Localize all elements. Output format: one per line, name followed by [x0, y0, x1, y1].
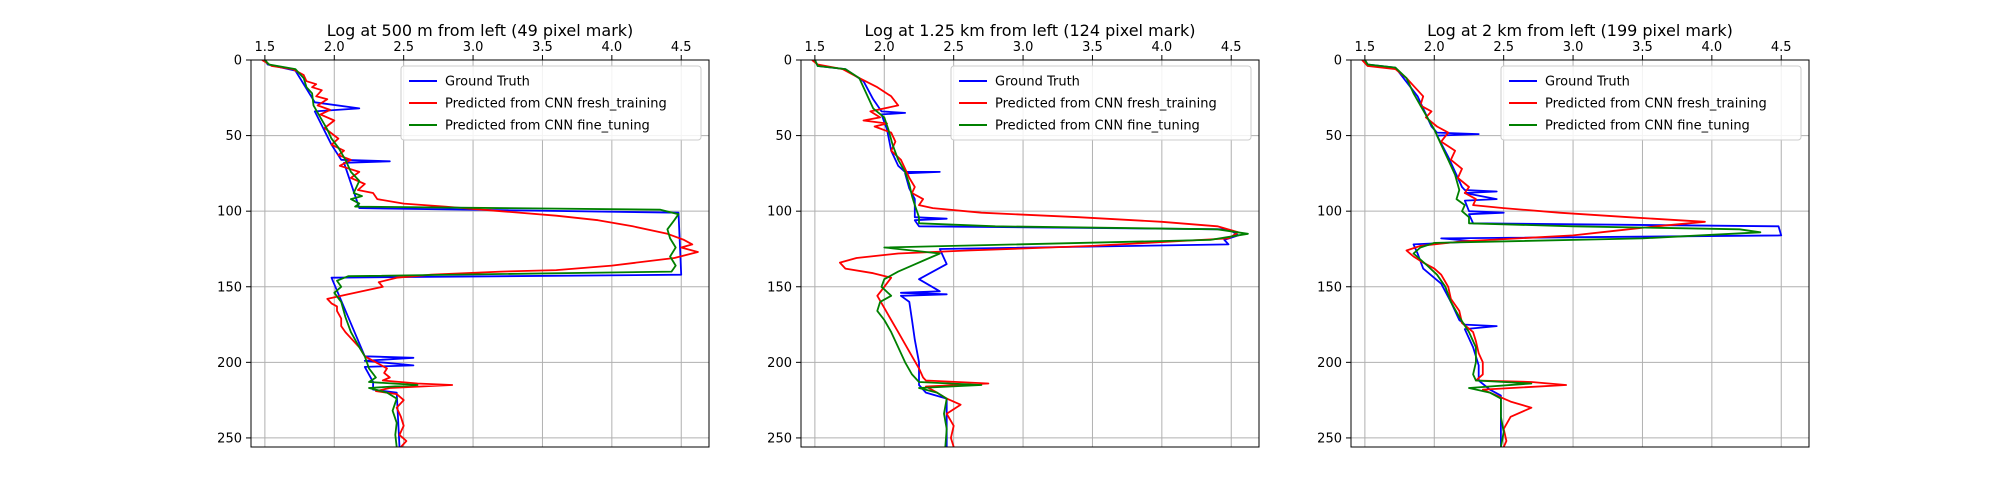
x-tick-label: 3.5 [1632, 40, 1653, 55]
x-tick-label: 4.0 [602, 40, 623, 55]
x-tick-label: 1.5 [1355, 40, 1376, 55]
chart-panel-3: Log at 2 km from left (199 pixel mark) 1.… [1317, 21, 1810, 448]
x-tick-label: 2.5 [393, 40, 414, 55]
y-tick-label: 0 [1334, 54, 1342, 69]
y-tick-label: 250 [1317, 431, 1342, 446]
axes-frame [1350, 59, 1810, 448]
series-group [261, 60, 699, 447]
x-tick-label: 4.5 [1771, 40, 1792, 55]
legend-label: Predicted from CNN fresh_training [1545, 97, 1767, 112]
x-tick-label: 2.0 [874, 40, 895, 55]
y-tick-label: 100 [217, 205, 242, 220]
series-line-ground-truth [264, 60, 683, 447]
y-tick-label: 150 [217, 280, 242, 295]
y-tick-label: 50 [1325, 129, 1342, 144]
x-tick-label: 2.0 [324, 40, 345, 55]
chart-panel-2: Log at 1.25 km from left (124 pixel mark… [767, 21, 1260, 448]
x-tick-label: 4.5 [1221, 40, 1242, 55]
x-tick-label: 3.0 [1563, 40, 1584, 55]
y-tick-label: 0 [234, 54, 242, 69]
y-tick-label: 150 [767, 280, 792, 295]
y-tick-label: 150 [1317, 280, 1342, 295]
series-line-predicted-from-cnn-fine-tuning [264, 60, 680, 447]
axes-frame [250, 59, 710, 448]
legend: Ground Truth Predicted from CNN fresh_tra… [1500, 65, 1802, 141]
series-line-predicted-from-cnn-fresh-training [261, 60, 699, 447]
legend-label: Predicted from CNN fine_tuning [995, 119, 1200, 134]
legend-label: Ground Truth [1545, 75, 1630, 90]
legend-label: Predicted from CNN fine_tuning [445, 119, 650, 134]
x-tick-label: 3.5 [532, 40, 553, 55]
y-tick-label: 200 [1317, 356, 1342, 371]
x-tick-label: 4.5 [671, 40, 692, 55]
chart-title: Log at 2 km from left (199 pixel mark) [1427, 21, 1733, 40]
x-tick-label: 1.5 [255, 40, 276, 55]
y-tick-label: 50 [225, 129, 242, 144]
legend-label: Ground Truth [445, 75, 530, 90]
chart-title: Log at 1.25 km from left (124 pixel mark… [864, 21, 1195, 40]
series-group [811, 60, 1249, 447]
legend-frame [400, 65, 702, 141]
y-tick-label: 250 [767, 431, 792, 446]
x-tick-label: 1.5 [805, 40, 826, 55]
legend-label: Predicted from CNN fine_tuning [1545, 119, 1750, 134]
legend: Ground Truth Predicted from CNN fresh_tra… [950, 65, 1252, 141]
x-tick-label: 2.5 [943, 40, 964, 55]
x-tick-label: 4.0 [1702, 40, 1723, 55]
x-tick-label: 3.0 [1013, 40, 1034, 55]
legend-frame [950, 65, 1252, 141]
y-tick-label: 100 [1317, 205, 1342, 220]
y-tick-label: 100 [767, 205, 792, 220]
legend-label: Predicted from CNN fresh_training [995, 97, 1217, 112]
x-tick-label: 3.0 [463, 40, 484, 55]
series-line-predicted-from-cnn-fine-tuning [814, 60, 1249, 447]
y-tick-label: 200 [767, 356, 792, 371]
chart-panel-1: Log at 500 m from left (49 pixel mark) 1.… [217, 21, 710, 448]
legend-label: Ground Truth [995, 75, 1080, 90]
legend-frame [1500, 65, 1802, 141]
series-line-predicted-from-cnn-fine-tuning [1364, 60, 1762, 447]
series-line-predicted-from-cnn-fresh-training [1361, 60, 1706, 447]
x-tick-label: 2.0 [1424, 40, 1445, 55]
legend-label: Predicted from CNN fresh_training [445, 97, 667, 112]
x-tick-label: 3.5 [1082, 40, 1103, 55]
chart-title: Log at 500 m from left (49 pixel mark) [327, 21, 634, 40]
x-tick-label: 4.0 [1152, 40, 1173, 55]
y-tick-label: 0 [784, 54, 792, 69]
y-tick-label: 250 [217, 431, 242, 446]
axes-frame [800, 59, 1260, 448]
x-tick-label: 2.5 [1493, 40, 1514, 55]
legend: Ground Truth Predicted from CNN fresh_tra… [400, 65, 702, 141]
series-group [1361, 60, 1783, 447]
y-tick-label: 200 [217, 356, 242, 371]
y-tick-label: 50 [775, 129, 792, 144]
